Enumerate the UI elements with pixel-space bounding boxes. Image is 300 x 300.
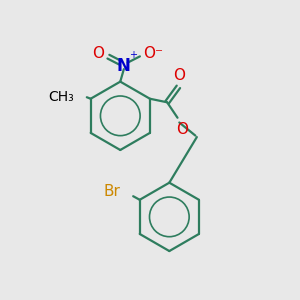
Text: N: N bbox=[117, 57, 131, 75]
Text: +: + bbox=[129, 50, 137, 60]
Text: O⁻: O⁻ bbox=[143, 46, 164, 61]
Text: O: O bbox=[92, 46, 104, 61]
Text: CH₃: CH₃ bbox=[49, 90, 74, 104]
Text: O: O bbox=[176, 122, 188, 137]
Text: O: O bbox=[173, 68, 185, 83]
Text: Br: Br bbox=[104, 184, 121, 199]
